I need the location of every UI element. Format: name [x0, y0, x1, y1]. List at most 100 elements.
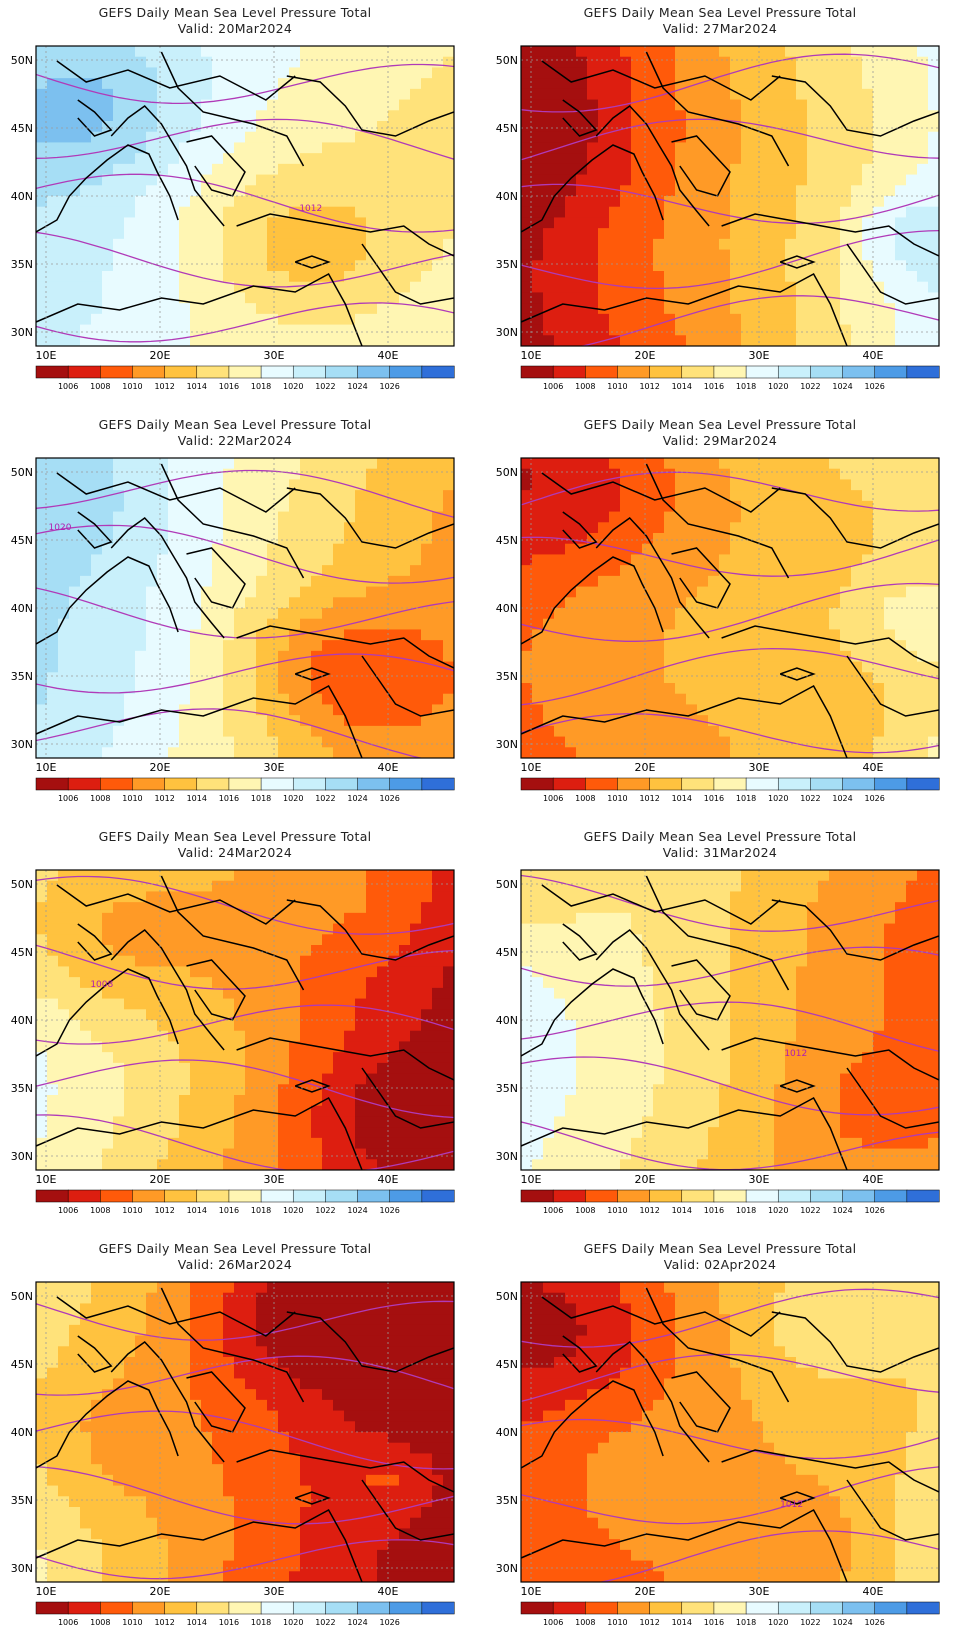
- colorbar-swatch: [358, 1190, 390, 1202]
- colorbar-tick-label: 1006: [58, 1618, 78, 1627]
- map-panel-7: GEFS Daily Mean Sea Level Pressure Total…: [0, 1236, 470, 1644]
- colorbar-swatch: [165, 366, 197, 378]
- lon-tick-label: 30E: [749, 1585, 770, 1598]
- lat-tick-label: 35N: [11, 258, 33, 271]
- lon-tick-label: 10E: [36, 349, 57, 362]
- colorbar-swatch: [585, 1602, 617, 1614]
- colorbar-swatch: [293, 366, 325, 378]
- colorbar-tick-label: 1014: [187, 1206, 207, 1215]
- colorbar-swatch: [261, 366, 293, 378]
- colorbar-tick-label: 1018: [736, 382, 756, 391]
- colorbar-tick-label: 1008: [90, 382, 110, 391]
- colorbar-swatch: [553, 1602, 585, 1614]
- colorbar-swatch: [68, 1602, 100, 1614]
- colorbar-swatch: [36, 1602, 68, 1614]
- colorbar-tick-label: 1014: [672, 1206, 692, 1215]
- colorbar-tick-label: 1026: [380, 1206, 400, 1215]
- lat-tick-label: 50N: [11, 54, 33, 67]
- colorbar-tick-label: 1008: [90, 1618, 110, 1627]
- map-panel-1: GEFS Daily Mean Sea Level Pressure Total…: [0, 0, 470, 408]
- colorbar-swatch: [229, 1602, 261, 1614]
- colorbar-swatch: [293, 778, 325, 790]
- colorbar-tick-label: 1020: [283, 382, 303, 391]
- lon-tick-label: 20E: [150, 1173, 171, 1186]
- lon-tick-label: 10E: [521, 761, 542, 774]
- lon-tick-label: 30E: [264, 1585, 285, 1598]
- colorbar-swatch: [325, 366, 357, 378]
- lat-tick-label: 45N: [11, 122, 33, 135]
- lat-tick-label: 30N: [11, 1150, 33, 1163]
- lon-tick-label: 30E: [749, 761, 770, 774]
- colorbar-swatch: [293, 1602, 325, 1614]
- colorbar-tick-label: 1010: [607, 1206, 627, 1215]
- lat-tick-label: 40N: [496, 602, 518, 615]
- colorbar-swatch: [165, 778, 197, 790]
- colorbar-swatch: [132, 778, 164, 790]
- colorbar-tick-label: 1020: [768, 382, 788, 391]
- colorbar-tick-label: 1026: [865, 1206, 885, 1215]
- colorbar-tick-label: 1016: [219, 1206, 239, 1215]
- colorbar-swatch: [553, 778, 585, 790]
- colorbar-tick-label: 1010: [122, 794, 142, 803]
- colorbar-swatch: [261, 778, 293, 790]
- colorbar-swatch: [68, 366, 100, 378]
- colorbar-swatch: [100, 366, 132, 378]
- colorbar-tick-label: 1026: [865, 794, 885, 803]
- colorbar-swatch: [778, 1602, 810, 1614]
- lat-tick-label: 30N: [496, 1150, 518, 1163]
- colorbar-swatch: [165, 1602, 197, 1614]
- colorbar-tick-label: 1024: [832, 794, 852, 803]
- lon-tick-label: 30E: [264, 761, 285, 774]
- map-panel-6: GEFS Daily Mean Sea Level Pressure Total…: [485, 824, 955, 1232]
- lon-tick-label: 10E: [521, 349, 542, 362]
- colorbar-swatch: [553, 366, 585, 378]
- colorbar-swatch: [875, 366, 907, 378]
- colorbar-swatch: [521, 1602, 553, 1614]
- colorbar-swatch: [617, 778, 649, 790]
- colorbar-tick-label: 1020: [768, 1206, 788, 1215]
- colorbar-swatch: [261, 1190, 293, 1202]
- colorbar-tick-label: 1012: [639, 1618, 659, 1627]
- lon-tick-label: 40E: [378, 761, 399, 774]
- colorbar-tick-label: 1006: [58, 1206, 78, 1215]
- colorbar-swatch: [810, 778, 842, 790]
- colorbar-tick-label: 1020: [768, 1618, 788, 1627]
- lat-tick-label: 35N: [496, 258, 518, 271]
- colorbar-swatch: [714, 778, 746, 790]
- colorbar-tick-label: 1012: [639, 1206, 659, 1215]
- colorbar-swatch: [197, 1190, 229, 1202]
- lat-tick-label: 45N: [496, 1358, 518, 1371]
- colorbar-tick-label: 1026: [865, 382, 885, 391]
- colorbar-swatch: [810, 1190, 842, 1202]
- colorbar-tick-label: 1018: [736, 794, 756, 803]
- colorbar-swatch: [746, 778, 778, 790]
- lat-tick-label: 35N: [496, 1082, 518, 1095]
- colorbar-swatch: [36, 1190, 68, 1202]
- lon-tick-label: 40E: [378, 1585, 399, 1598]
- lon-tick-label: 40E: [863, 349, 884, 362]
- colorbar-tick-label: 1020: [283, 1618, 303, 1627]
- lat-tick-label: 50N: [11, 466, 33, 479]
- colorbar-tick-label: 1024: [832, 1206, 852, 1215]
- lat-tick-label: 40N: [11, 1014, 33, 1027]
- colorbar-swatch: [165, 1190, 197, 1202]
- lat-tick-label: 30N: [11, 738, 33, 751]
- colorbar-tick-label: 1016: [219, 382, 239, 391]
- colorbar-swatch: [100, 1602, 132, 1614]
- lat-tick-label: 30N: [11, 1562, 33, 1575]
- colorbar-swatch: [650, 1602, 682, 1614]
- lat-tick-label: 35N: [11, 1494, 33, 1507]
- colorbar-swatch: [682, 366, 714, 378]
- lon-tick-label: 20E: [635, 1585, 656, 1598]
- colorbar-swatch: [325, 778, 357, 790]
- contour-value-label: 1012: [299, 204, 322, 214]
- colorbar-tick-label: 1016: [219, 794, 239, 803]
- colorbar-tick-label: 1016: [704, 1618, 724, 1627]
